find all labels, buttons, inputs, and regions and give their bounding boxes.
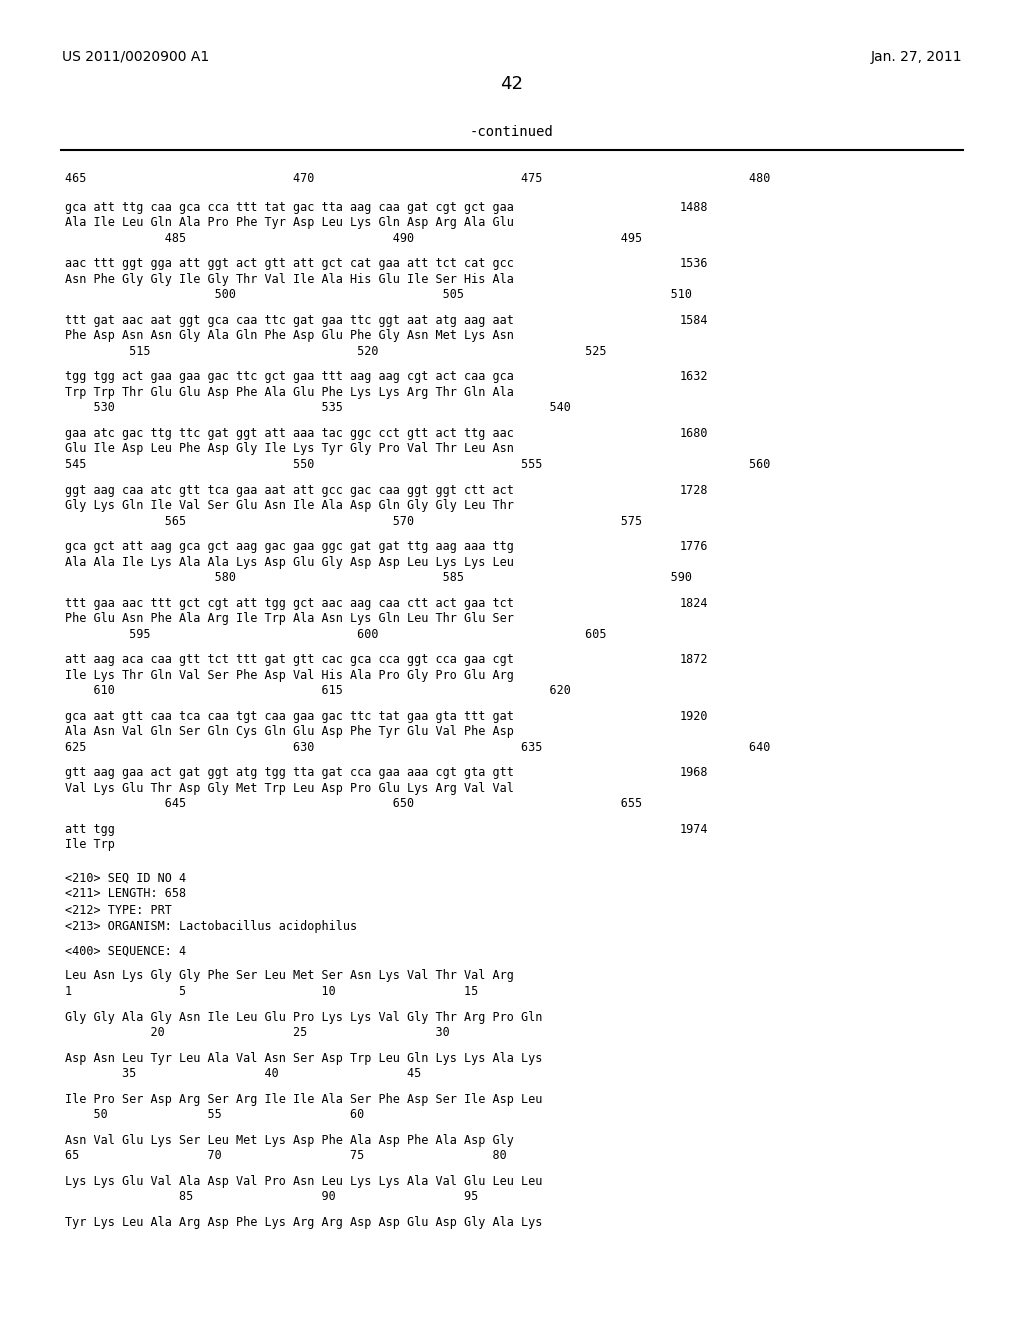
Text: Trp Trp Thr Glu Glu Asp Phe Ala Glu Phe Lys Lys Arg Thr Gln Ala: Trp Trp Thr Glu Glu Asp Phe Ala Glu Phe … — [65, 385, 514, 399]
Text: Lys Lys Glu Val Ala Asp Val Pro Asn Leu Lys Lys Ala Val Glu Leu Leu: Lys Lys Glu Val Ala Asp Val Pro Asn Leu … — [65, 1175, 543, 1188]
Text: 1968: 1968 — [680, 767, 709, 779]
Text: 1872: 1872 — [680, 653, 709, 667]
Text: <210> SEQ ID NO 4: <210> SEQ ID NO 4 — [65, 871, 186, 884]
Text: ggt aag caa atc gtt tca gaa aat att gcc gac caa ggt ggt ctt act: ggt aag caa atc gtt tca gaa aat att gcc … — [65, 483, 514, 496]
Text: 35                  40                  45: 35 40 45 — [65, 1067, 421, 1080]
Text: gtt aag gaa act gat ggt atg tgg tta gat cca gaa aaa cgt gta gtt: gtt aag gaa act gat ggt atg tgg tta gat … — [65, 767, 514, 779]
Text: <211> LENGTH: 658: <211> LENGTH: 658 — [65, 887, 186, 900]
Text: Tyr Lys Leu Ala Arg Asp Phe Lys Arg Arg Asp Asp Glu Asp Gly Ala Lys: Tyr Lys Leu Ala Arg Asp Phe Lys Arg Arg … — [65, 1216, 543, 1229]
Text: 1584: 1584 — [680, 314, 709, 327]
Text: Ala Asn Val Gln Ser Gln Cys Gln Glu Asp Phe Tyr Glu Val Phe Asp: Ala Asn Val Gln Ser Gln Cys Gln Glu Asp … — [65, 726, 514, 738]
Text: ttt gaa aac ttt gct cgt att tgg gct aac aag caa ctt act gaa tct: ttt gaa aac ttt gct cgt att tgg gct aac … — [65, 597, 514, 610]
Text: Gly Gly Ala Gly Asn Ile Leu Glu Pro Lys Lys Val Gly Thr Arg Pro Gln: Gly Gly Ala Gly Asn Ile Leu Glu Pro Lys … — [65, 1011, 543, 1023]
Text: att tgg: att tgg — [65, 822, 115, 836]
Text: Ile Trp: Ile Trp — [65, 838, 115, 851]
Text: 1536: 1536 — [680, 257, 709, 271]
Text: att aag aca caa gtt tct ttt gat gtt cac gca cca ggt cca gaa cgt: att aag aca caa gtt tct ttt gat gtt cac … — [65, 653, 514, 667]
Text: aac ttt ggt gga att ggt act gtt att gct cat gaa att tct cat gcc: aac ttt ggt gga att ggt act gtt att gct … — [65, 257, 514, 271]
Text: 85                  90                  95: 85 90 95 — [65, 1191, 478, 1204]
Text: Asn Val Glu Lys Ser Leu Met Lys Asp Phe Ala Asp Phe Ala Asp Gly: Asn Val Glu Lys Ser Leu Met Lys Asp Phe … — [65, 1134, 514, 1147]
Text: 545                             550                             555             : 545 550 555 — [65, 458, 770, 471]
Text: 500                             505                             510: 500 505 510 — [65, 288, 692, 301]
Text: Gly Lys Gln Ile Val Ser Glu Asn Ile Ala Asp Gln Gly Gly Leu Thr: Gly Lys Gln Ile Val Ser Glu Asn Ile Ala … — [65, 499, 514, 512]
Text: 565                             570                             575: 565 570 575 — [65, 515, 642, 528]
Text: Ala Ile Leu Gln Ala Pro Phe Tyr Asp Leu Lys Gln Asp Arg Ala Glu: Ala Ile Leu Gln Ala Pro Phe Tyr Asp Leu … — [65, 216, 514, 230]
Text: Phe Glu Asn Phe Ala Arg Ile Trp Ala Asn Lys Gln Leu Thr Glu Ser: Phe Glu Asn Phe Ala Arg Ile Trp Ala Asn … — [65, 612, 514, 626]
Text: Ala Ala Ile Lys Ala Ala Lys Asp Glu Gly Asp Asp Leu Lys Lys Leu: Ala Ala Ile Lys Ala Ala Lys Asp Glu Gly … — [65, 556, 514, 569]
Text: 1488: 1488 — [680, 201, 709, 214]
Text: 1680: 1680 — [680, 426, 709, 440]
Text: 1               5                   10                  15: 1 5 10 15 — [65, 985, 478, 998]
Text: 530                             535                             540: 530 535 540 — [65, 401, 570, 414]
Text: 515                             520                             525: 515 520 525 — [65, 345, 606, 358]
Text: 42: 42 — [501, 75, 523, 92]
Text: 485                             490                             495: 485 490 495 — [65, 232, 642, 244]
Text: 1728: 1728 — [680, 483, 709, 496]
Text: 1920: 1920 — [680, 710, 709, 723]
Text: 65                  70                  75                  80: 65 70 75 80 — [65, 1150, 507, 1163]
Text: 1974: 1974 — [680, 822, 709, 836]
Text: 580                             585                             590: 580 585 590 — [65, 572, 692, 585]
Text: Phe Asp Asn Asn Gly Ala Gln Phe Asp Glu Phe Gly Asn Met Lys Asn: Phe Asp Asn Asn Gly Ala Gln Phe Asp Glu … — [65, 329, 514, 342]
Text: Val Lys Glu Thr Asp Gly Met Trp Leu Asp Pro Glu Lys Arg Val Val: Val Lys Glu Thr Asp Gly Met Trp Leu Asp … — [65, 781, 514, 795]
Text: 50              55                  60: 50 55 60 — [65, 1109, 365, 1121]
Text: 595                             600                             605: 595 600 605 — [65, 628, 606, 640]
Text: gca att ttg caa gca cca ttt tat gac tta aag caa gat cgt gct gaa: gca att ttg caa gca cca ttt tat gac tta … — [65, 201, 514, 214]
Text: 625                             630                             635             : 625 630 635 — [65, 741, 770, 754]
Text: -continued: -continued — [470, 125, 554, 139]
Text: gca aat gtt caa tca caa tgt caa gaa gac ttc tat gaa gta ttt gat: gca aat gtt caa tca caa tgt caa gaa gac … — [65, 710, 514, 723]
Text: ttt gat aac aat ggt gca caa ttc gat gaa ttc ggt aat atg aag aat: ttt gat aac aat ggt gca caa ttc gat gaa … — [65, 314, 514, 327]
Text: Ile Lys Thr Gln Val Ser Phe Asp Val His Ala Pro Gly Pro Glu Arg: Ile Lys Thr Gln Val Ser Phe Asp Val His … — [65, 669, 514, 681]
Text: Asp Asn Leu Tyr Leu Ala Val Asn Ser Asp Trp Leu Gln Lys Lys Ala Lys: Asp Asn Leu Tyr Leu Ala Val Asn Ser Asp … — [65, 1052, 543, 1065]
Text: tgg tgg act gaa gaa gac ttc gct gaa ttt aag aag cgt act caa gca: tgg tgg act gaa gaa gac ttc gct gaa ttt … — [65, 371, 514, 383]
Text: <212> TYPE: PRT: <212> TYPE: PRT — [65, 904, 172, 916]
Text: Glu Ile Asp Leu Phe Asp Gly Ile Lys Tyr Gly Pro Val Thr Leu Asn: Glu Ile Asp Leu Phe Asp Gly Ile Lys Tyr … — [65, 442, 514, 455]
Text: Jan. 27, 2011: Jan. 27, 2011 — [870, 50, 962, 63]
Text: Asn Phe Gly Gly Ile Gly Thr Val Ile Ala His Glu Ile Ser His Ala: Asn Phe Gly Gly Ile Gly Thr Val Ile Ala … — [65, 273, 514, 285]
Text: 465                             470                             475             : 465 470 475 — [65, 172, 770, 185]
Text: Leu Asn Lys Gly Gly Phe Ser Leu Met Ser Asn Lys Val Thr Val Arg: Leu Asn Lys Gly Gly Phe Ser Leu Met Ser … — [65, 969, 514, 982]
Text: <400> SEQUENCE: 4: <400> SEQUENCE: 4 — [65, 945, 186, 958]
Text: US 2011/0020900 A1: US 2011/0020900 A1 — [62, 50, 209, 63]
Text: 1776: 1776 — [680, 540, 709, 553]
Text: 20                  25                  30: 20 25 30 — [65, 1026, 450, 1039]
Text: Ile Pro Ser Asp Arg Ser Arg Ile Ile Ala Ser Phe Asp Ser Ile Asp Leu: Ile Pro Ser Asp Arg Ser Arg Ile Ile Ala … — [65, 1093, 543, 1106]
Text: gaa atc gac ttg ttc gat ggt att aaa tac ggc cct gtt act ttg aac: gaa atc gac ttg ttc gat ggt att aaa tac … — [65, 426, 514, 440]
Text: gca gct att aag gca gct aag gac gaa ggc gat gat ttg aag aaa ttg: gca gct att aag gca gct aag gac gaa ggc … — [65, 540, 514, 553]
Text: 645                             650                             655: 645 650 655 — [65, 797, 642, 810]
Text: 1824: 1824 — [680, 597, 709, 610]
Text: <213> ORGANISM: Lactobacillus acidophilus: <213> ORGANISM: Lactobacillus acidophilu… — [65, 920, 357, 933]
Text: 610                             615                             620: 610 615 620 — [65, 684, 570, 697]
Text: 1632: 1632 — [680, 371, 709, 383]
